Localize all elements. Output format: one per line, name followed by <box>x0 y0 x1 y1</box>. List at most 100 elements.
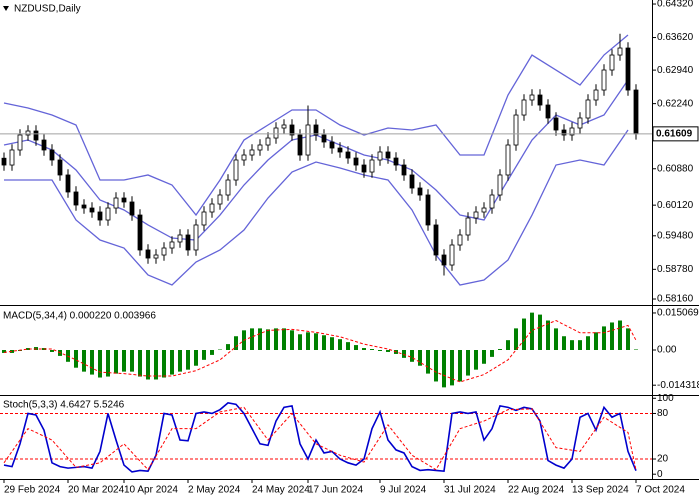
macd-bar <box>98 350 102 378</box>
stoch-title: Stoch(5,3,3) 4.6427 5.5246 <box>3 400 125 411</box>
macd-bar <box>274 328 278 350</box>
macd-bar <box>466 350 470 376</box>
macd-bar <box>506 340 510 350</box>
candle-body <box>177 234 183 243</box>
macd-bar <box>258 328 262 350</box>
macd-bar <box>178 350 182 372</box>
macd-bar <box>10 350 14 353</box>
candle-body <box>73 191 79 206</box>
y-tick-label: 80 <box>657 408 669 419</box>
macd-bar <box>610 322 614 350</box>
candle-body <box>569 127 575 136</box>
macd-bar <box>50 350 54 352</box>
candle-body <box>1 157 7 166</box>
macd-bar <box>162 350 166 378</box>
candle-body <box>337 147 343 153</box>
candle-body <box>249 149 255 156</box>
y-tick-label: -0.014318 <box>657 380 699 391</box>
candle-body <box>217 194 223 205</box>
candle-body <box>593 89 599 101</box>
macd-bar <box>514 328 518 350</box>
macd-bar <box>386 350 390 352</box>
candle-body <box>377 151 383 161</box>
y-tick-label: 0.64320 <box>657 0 694 10</box>
candle-body <box>553 117 559 131</box>
macd-bar <box>90 350 94 375</box>
macd-bar <box>378 350 382 351</box>
macd-bar <box>442 350 446 388</box>
candle-body <box>625 47 631 91</box>
candle-body <box>9 149 15 166</box>
y-tick-label: 0.58160 <box>657 294 694 305</box>
candle-body <box>121 197 127 203</box>
macd-bar <box>226 344 230 350</box>
candle-body <box>57 159 63 176</box>
candle-body <box>225 179 231 196</box>
macd-bar <box>146 350 150 380</box>
current-price-box <box>652 126 699 142</box>
candle-body <box>185 234 191 251</box>
macd-bar <box>634 349 638 350</box>
macd-bar <box>306 332 310 350</box>
candle-body <box>361 164 367 173</box>
y-tick-label: 0.62240 <box>657 98 694 109</box>
candle-body <box>505 144 511 176</box>
macd-bar <box>82 350 86 372</box>
macd-bar <box>26 348 30 350</box>
candle-body <box>233 159 239 181</box>
candle-body <box>49 149 55 161</box>
candle-body <box>481 207 487 213</box>
candle-body <box>521 99 527 116</box>
y-tick-label: 20 <box>657 454 669 465</box>
macd-bar <box>330 337 334 350</box>
candle-body <box>209 203 215 213</box>
candle-body <box>329 141 335 149</box>
candle-body <box>129 201 135 216</box>
macd-bar <box>602 326 606 350</box>
macd-bar <box>138 350 142 377</box>
y-tick-label: 100 <box>657 393 674 404</box>
candle-body <box>313 124 319 136</box>
candle-body <box>193 224 199 251</box>
macd-bar <box>2 350 6 353</box>
candle-body <box>273 127 279 139</box>
candle-body <box>577 117 583 129</box>
macd-bar <box>426 350 430 374</box>
x-tick-label: 17 Jun 2024 <box>308 485 363 496</box>
candle-body <box>353 157 359 166</box>
candle-body <box>457 234 463 246</box>
candle-body <box>417 187 423 196</box>
bollinger-lower <box>4 129 629 286</box>
macd-bar <box>554 328 558 350</box>
candle-body <box>433 224 439 256</box>
x-tick-label: 10 Apr 2024 <box>124 485 178 496</box>
x-tick-label: 7 Oct 2024 <box>636 485 685 496</box>
candle-body <box>137 214 143 251</box>
x-tick-label: 2 May 2024 <box>188 485 241 496</box>
y-tick-label: 0.59480 <box>657 230 694 241</box>
candle-body <box>89 207 95 213</box>
candle-body <box>241 154 247 161</box>
candle-body <box>369 159 375 173</box>
candle-body <box>585 99 591 119</box>
macd-bar <box>474 350 478 370</box>
macd-bar <box>594 332 598 350</box>
macd-bar <box>450 350 454 386</box>
candle-body <box>441 254 447 266</box>
main-title: NZDUSD,Daily <box>14 4 81 15</box>
macd-bar <box>74 350 78 368</box>
candle-body <box>497 174 503 196</box>
macd-bar <box>410 350 414 362</box>
macd-bar <box>202 350 206 360</box>
menu-triangle <box>3 6 9 11</box>
macd-bar <box>266 329 270 350</box>
macd-bar <box>490 350 494 357</box>
candle-body <box>25 130 31 136</box>
candle-body <box>561 129 567 136</box>
candle-body <box>169 241 175 249</box>
stoch-k <box>3 401 637 473</box>
macd-bar <box>586 336 590 350</box>
candle-body <box>633 89 639 135</box>
candle-body <box>513 114 519 146</box>
candle-body <box>289 124 295 136</box>
